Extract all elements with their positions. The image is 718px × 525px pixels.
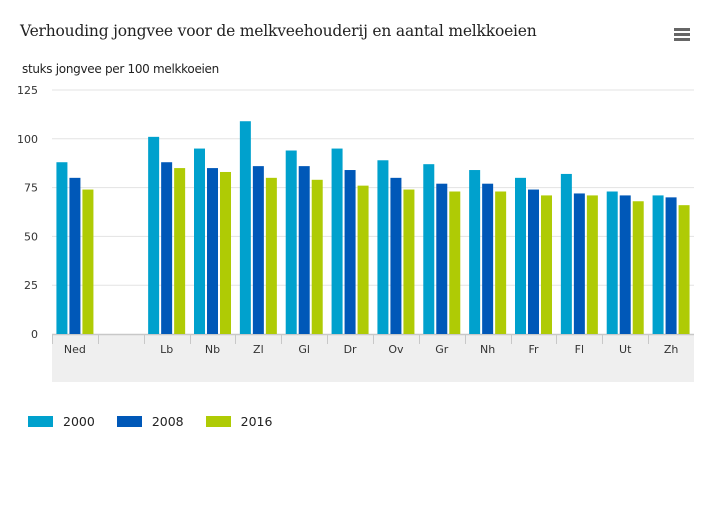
bar-Dr-2016[interactable] bbox=[357, 185, 369, 334]
legend-label: 2016 bbox=[240, 414, 273, 429]
x-tick-label: Lb bbox=[160, 343, 173, 356]
bar-Fr-2008[interactable] bbox=[528, 189, 539, 334]
legend-label: 2008 bbox=[151, 414, 184, 429]
legend-swatch-2016 bbox=[205, 416, 231, 427]
y-tick-label: 75 bbox=[24, 182, 38, 195]
x-tick-label: Nb bbox=[205, 343, 220, 356]
x-tick-labels: Ned Lb Nb Zl Gl Dr Ov Gr Nh Fr Fl Ut Zh bbox=[64, 343, 678, 356]
y-tick-label: 50 bbox=[24, 230, 38, 243]
legend-label: 2000 bbox=[63, 414, 95, 429]
bar-Fr-2016[interactable] bbox=[541, 195, 552, 334]
bar-Gr-2008[interactable] bbox=[436, 183, 448, 334]
x-tick-label: Ned bbox=[64, 343, 86, 356]
x-tick-label: Zh bbox=[664, 343, 679, 356]
bar-Nb-2008[interactable] bbox=[207, 168, 218, 334]
chart-title: Verhouding jongvee voor de melkveehouder… bbox=[20, 22, 537, 40]
legend-item-2016[interactable]: 2016 bbox=[205, 414, 273, 429]
bar-Fr-2000[interactable] bbox=[515, 177, 526, 334]
bar-Fl-2008[interactable] bbox=[573, 193, 585, 334]
bar-Zl-2000[interactable] bbox=[239, 121, 251, 335]
legend-item-2000[interactable]: 2000 bbox=[28, 414, 95, 429]
bar-Zl-2016[interactable] bbox=[265, 177, 277, 334]
legend-swatch-2000 bbox=[28, 416, 53, 427]
bar-Gl-2008[interactable] bbox=[298, 166, 310, 334]
x-tick-label: Dr bbox=[344, 343, 357, 356]
legend: 2000 2008 2016 bbox=[28, 414, 294, 429]
bar-Ned-2016[interactable] bbox=[82, 189, 94, 334]
bar-Nh-2008[interactable] bbox=[482, 183, 494, 334]
bar-Ov-2016[interactable] bbox=[403, 189, 415, 334]
x-tick-label: Ov bbox=[388, 343, 404, 356]
bars bbox=[56, 121, 690, 335]
bar-Gl-2000[interactable] bbox=[285, 150, 297, 334]
bar-Fl-2016[interactable] bbox=[586, 195, 598, 334]
bar-Ned-2008[interactable] bbox=[69, 177, 81, 334]
bar-Zh-2000[interactable] bbox=[652, 195, 664, 334]
hamburger-menu-icon[interactable] bbox=[674, 28, 690, 42]
y-tick-labels: 0 25 50 75 100 125 bbox=[17, 84, 38, 341]
bar-Gr-2016[interactable] bbox=[449, 191, 461, 334]
x-axis-band bbox=[52, 333, 694, 382]
x-tick-label: Fl bbox=[575, 343, 584, 356]
bar-Ov-2008[interactable] bbox=[390, 177, 402, 334]
x-tick-label: Nh bbox=[480, 343, 495, 356]
bar-Ned-2000[interactable] bbox=[56, 162, 68, 334]
bar-Ut-2008[interactable] bbox=[619, 195, 631, 334]
bar-Nb-2016[interactable] bbox=[220, 171, 231, 334]
y-tick-label: 125 bbox=[17, 84, 38, 97]
bar-Lb-2016[interactable] bbox=[174, 168, 186, 334]
bar-Ut-2000[interactable] bbox=[606, 191, 618, 334]
bar-Lb-2008[interactable] bbox=[161, 162, 173, 334]
x-tick-label: Gl bbox=[298, 343, 310, 356]
bar-Nh-2000[interactable] bbox=[469, 170, 481, 334]
bar-Ut-2016[interactable] bbox=[632, 201, 644, 334]
bar-Zh-2016[interactable] bbox=[678, 205, 690, 334]
x-tick-label: Gr bbox=[435, 343, 449, 356]
bar-Ov-2000[interactable] bbox=[377, 160, 389, 334]
bar-Zl-2008[interactable] bbox=[252, 166, 264, 334]
bar-Nh-2016[interactable] bbox=[495, 191, 507, 334]
bar-Nb-2000[interactable] bbox=[194, 148, 205, 334]
bar-Dr-2000[interactable] bbox=[331, 148, 343, 334]
x-tick-label: Fr bbox=[528, 343, 539, 356]
x-tick-label: Ut bbox=[619, 343, 632, 356]
bar-Zh-2008[interactable] bbox=[665, 197, 677, 334]
y-tick-label: 100 bbox=[17, 133, 38, 146]
bar-Gr-2000[interactable] bbox=[423, 164, 435, 334]
legend-item-2008[interactable]: 2008 bbox=[116, 414, 184, 429]
legend-swatch-2008 bbox=[116, 416, 142, 427]
y-tick-label: 0 bbox=[31, 328, 38, 341]
bar-Fl-2000[interactable] bbox=[560, 173, 572, 334]
bar-Gl-2016[interactable] bbox=[311, 179, 323, 334]
y-axis-title: stuks jongvee per 100 melkkoeien bbox=[22, 62, 219, 76]
x-tick-label: Zl bbox=[253, 343, 264, 356]
y-tick-label: 25 bbox=[24, 279, 38, 292]
bar-Lb-2000[interactable] bbox=[148, 136, 160, 334]
bar-Dr-2008[interactable] bbox=[344, 170, 356, 334]
